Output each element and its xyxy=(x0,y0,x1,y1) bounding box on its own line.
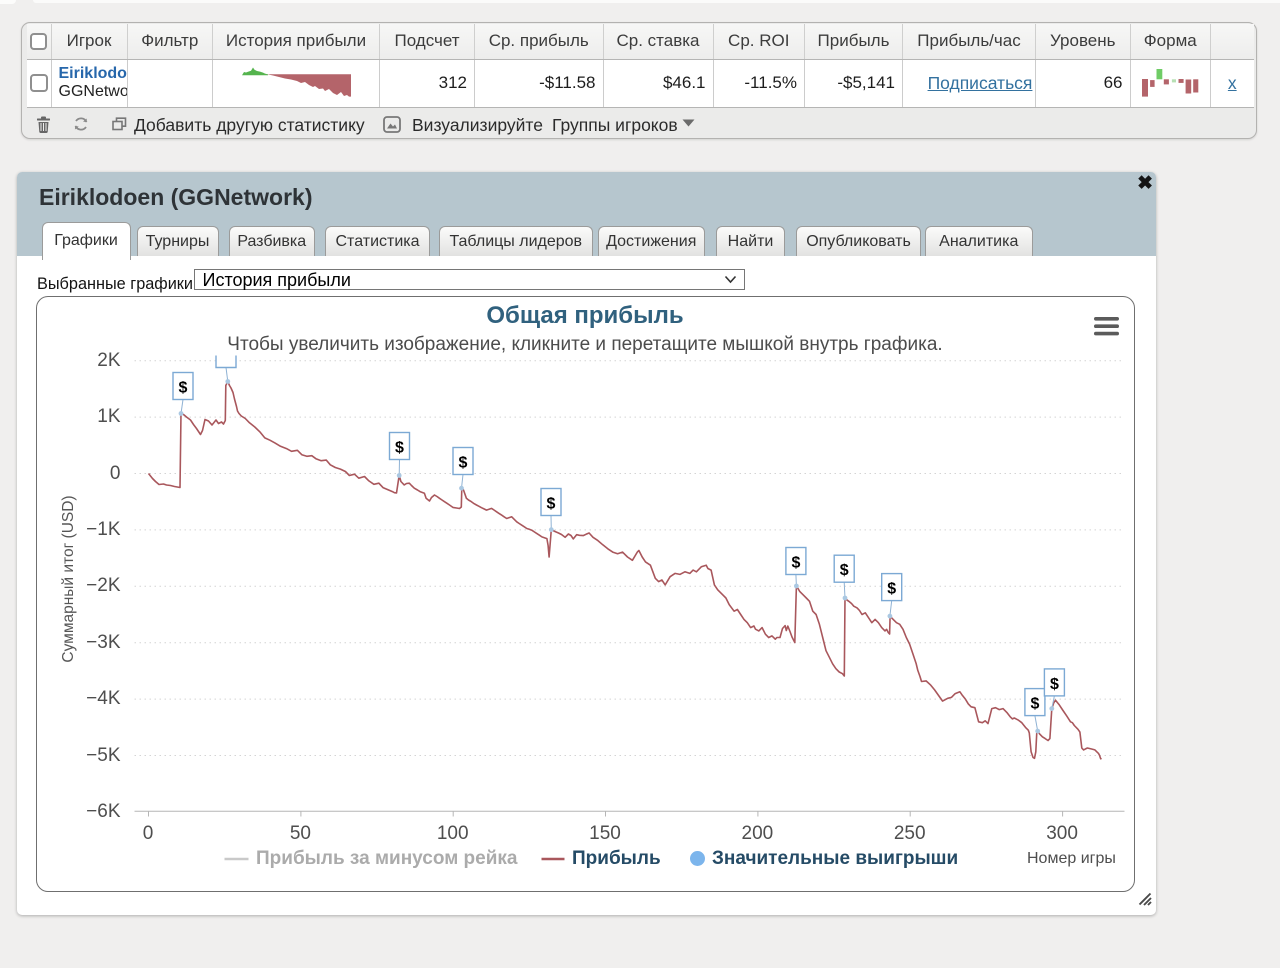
svg-text:$: $ xyxy=(887,580,896,597)
svg-text:$: $ xyxy=(791,554,800,571)
svg-text:$: $ xyxy=(839,562,848,579)
svg-text:$: $ xyxy=(1049,675,1058,692)
svg-text:$: $ xyxy=(546,495,555,512)
svg-text:$: $ xyxy=(458,454,467,471)
svg-text:$: $ xyxy=(1030,695,1039,712)
svg-text:$: $ xyxy=(395,439,404,456)
svg-text:$: $ xyxy=(178,379,187,396)
